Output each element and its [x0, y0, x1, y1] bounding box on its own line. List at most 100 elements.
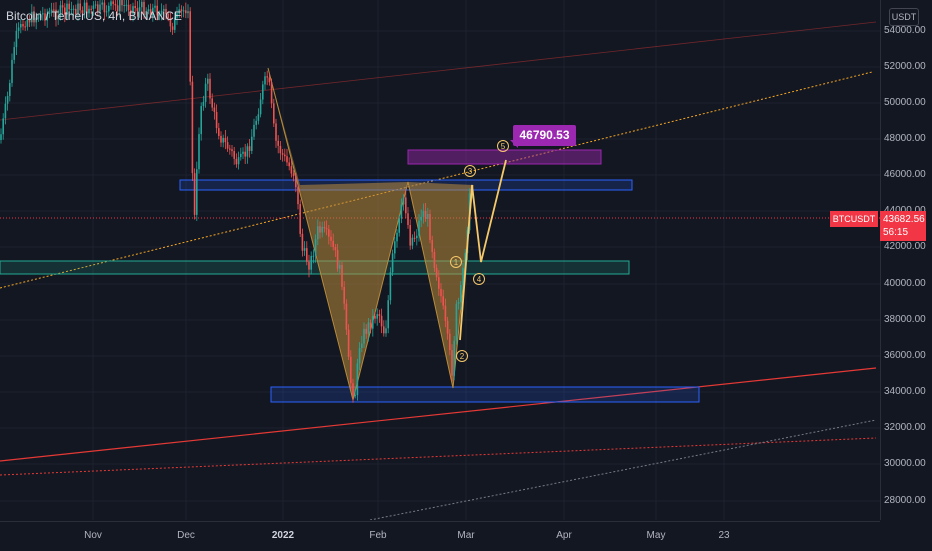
candle-body: [112, 1, 114, 4]
red-trendline[interactable]: [0, 367, 877, 462]
candle-body: [180, 9, 183, 12]
harmonic-pattern[interactable]: [267, 67, 474, 401]
candle-body: [169, 17, 172, 27]
candle-body: [4, 103, 7, 119]
price-tick: 28000.00: [884, 495, 926, 506]
candle-body: [182, 10, 185, 12]
wave-label-4: 4: [473, 273, 485, 285]
candle-body: [226, 142, 229, 149]
candle-body: [211, 98, 213, 108]
candle-body: [444, 305, 447, 321]
candle-body: [24, 26, 26, 28]
candle-body: [449, 333, 451, 351]
candle-body: [141, 1, 143, 8]
candle-body: [367, 322, 370, 334]
support-zone-blue[interactable]: [270, 386, 700, 403]
candle-body: [171, 26, 174, 30]
time-tick: Nov: [84, 530, 102, 541]
target-price-callout[interactable]: 46790.53: [513, 125, 576, 146]
candle-body: [416, 235, 418, 239]
support-zone-teal[interactable]: [0, 260, 630, 275]
price-tick: 54000.00: [884, 25, 926, 36]
price-tick: 48000.00: [884, 133, 926, 144]
candle-body: [193, 173, 196, 215]
time-axis[interactable]: [0, 521, 880, 551]
candle-body: [314, 239, 317, 256]
gray-dotted-trendline[interactable]: [369, 419, 877, 520]
target-zone-purple[interactable]: [407, 149, 602, 165]
price-chart[interactable]: 1 2 3 4 5: [0, 0, 880, 520]
candle-body: [321, 226, 323, 233]
candle-body: [402, 197, 405, 205]
candle-body: [22, 24, 24, 27]
candle-body: [59, 5, 62, 16]
candle-body: [229, 148, 231, 150]
bar-countdown: 56:15: [883, 227, 909, 238]
current-price-value: 43682.56 56:15: [880, 211, 926, 241]
candle-body: [319, 226, 321, 233]
candle-body: [134, 6, 136, 9]
candle-body: [418, 220, 420, 236]
wave-label-1: 1: [450, 256, 462, 268]
candle-body: [185, 10, 187, 14]
candle-body: [424, 210, 427, 219]
candle-body: [31, 11, 33, 23]
candle-body: [453, 340, 455, 376]
candle-body: [394, 241, 396, 254]
candle-body: [13, 47, 15, 60]
price-tick: 52000.00: [884, 61, 926, 72]
candle-body: [455, 303, 458, 341]
candle-body: [237, 157, 240, 165]
wave-projection[interactable]: [459, 159, 507, 341]
candle-body: [427, 214, 429, 219]
candle-body: [442, 296, 444, 306]
price-tick: 42000.00: [884, 241, 926, 252]
candle-body: [273, 103, 275, 124]
price-tick: 44000.00: [884, 205, 926, 216]
candle-body: [72, 8, 75, 10]
candle-body: [121, 0, 123, 6]
candle-body: [246, 146, 249, 157]
candle-body: [70, 9, 73, 11]
candle-body: [132, 6, 134, 14]
candle-body: [409, 225, 411, 246]
current-price-tag[interactable]: BTCUSDT 43682.56 56:15: [830, 211, 926, 241]
candle-body: [431, 240, 433, 253]
candle-body: [235, 158, 238, 165]
candle-body: [336, 250, 339, 269]
candle-body: [50, 9, 53, 13]
candle-body: [374, 316, 376, 319]
candle-body: [310, 255, 312, 270]
candle-body: [125, 4, 128, 6]
candle-body: [209, 78, 211, 99]
candle-body: [365, 328, 367, 334]
candle-body: [325, 228, 328, 230]
candle-body: [198, 134, 200, 170]
candle-body: [116, 5, 119, 12]
candle-body: [53, 9, 55, 11]
candlesticks: [0, 0, 473, 403]
candle-body: [383, 326, 385, 334]
candle-body: [147, 9, 150, 12]
candle-body: [220, 135, 222, 143]
candle-body: [253, 124, 255, 137]
candle-body: [101, 2, 103, 5]
candle-body: [200, 106, 202, 135]
candle-body: [160, 10, 163, 15]
candle-body: [391, 253, 394, 273]
candle-body: [358, 348, 361, 364]
candle-body: [405, 197, 407, 214]
price-axis[interactable]: [880, 0, 932, 520]
candle-body: [288, 162, 290, 167]
red-dotted-trendline[interactable]: [0, 437, 877, 476]
candle-body: [297, 187, 299, 205]
symbol-title[interactable]: Bitcoin / TetherUS, 4h, BINANCE: [6, 9, 182, 23]
currency-unit-badge[interactable]: USDT: [889, 8, 919, 26]
candle-body: [323, 226, 326, 229]
faint-red-trendline[interactable]: [0, 21, 877, 121]
candle-body: [119, 0, 121, 12]
candle-body: [156, 5, 158, 16]
candle-body: [303, 248, 306, 251]
candle-body: [94, 4, 97, 6]
candle-body: [317, 226, 319, 240]
